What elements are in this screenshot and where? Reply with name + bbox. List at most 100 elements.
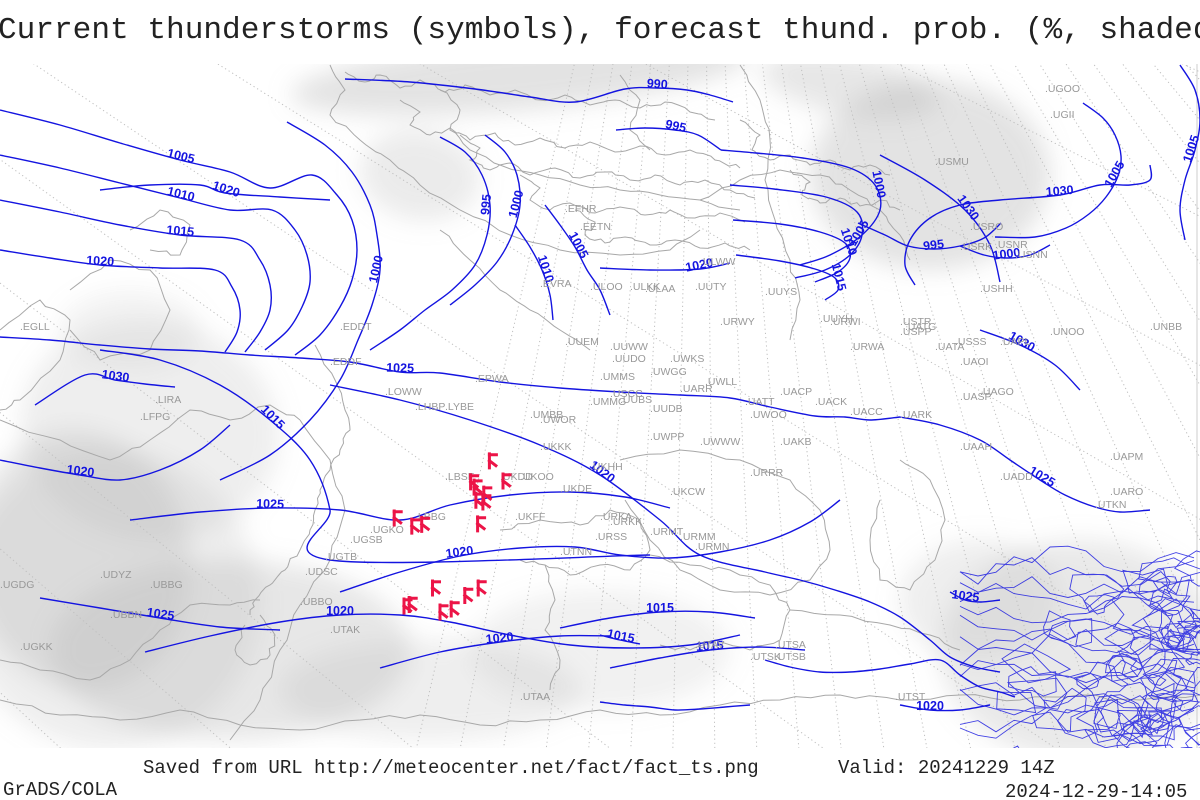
svg-text:.UATG: .UATG xyxy=(905,321,936,333)
svg-text:.EETN: .EETN xyxy=(580,221,611,233)
svg-text:995: 995 xyxy=(664,117,687,135)
svg-text:.UAKB: .UAKB xyxy=(780,436,812,448)
svg-text:.UKHH: .UKHH xyxy=(590,461,623,473)
svg-text:.UADD: .UADD xyxy=(1000,471,1033,483)
svg-text:.UWOO: .UWOO xyxy=(750,409,787,421)
svg-text:.UWOR: .UWOR xyxy=(540,414,577,426)
svg-text:.LFPG: .LFPG xyxy=(140,411,170,423)
svg-text:.EGLL: .EGLL xyxy=(20,321,50,333)
svg-text:.UGKK: .UGKK xyxy=(20,641,53,653)
svg-text:.UGII: .UGII xyxy=(1050,109,1075,121)
svg-text:.URSS: .URSS xyxy=(595,531,627,543)
svg-text:1005: 1005 xyxy=(166,146,196,166)
svg-text:.ULOO: .ULOO xyxy=(590,281,623,293)
svg-text:.EPWA: .EPWA xyxy=(475,373,508,385)
svg-text:.UACC: .UACC xyxy=(850,406,883,418)
svg-text:.ULKK: .ULKK xyxy=(630,281,660,293)
svg-text:.UAGO: .UAGO xyxy=(980,386,1014,398)
svg-text:.UDSC: .UDSC xyxy=(305,566,338,578)
svg-text:.UDYZ: .UDYZ xyxy=(100,569,132,581)
svg-text:995: 995 xyxy=(478,193,494,215)
svg-text:.UACP: .UACP xyxy=(780,386,812,398)
svg-text:.UUDB: .UUDB xyxy=(650,403,683,415)
svg-text:.UBBN: .UBBN xyxy=(110,609,142,621)
svg-text:.UNBB: .UNBB xyxy=(1150,321,1182,333)
svg-text:.UKKK: .UKKK xyxy=(540,441,572,453)
svg-text:.UACK: .UACK xyxy=(815,396,847,408)
svg-text:.UAAH: .UAAH xyxy=(960,441,992,453)
svg-text:.UARK: .UARK xyxy=(900,409,932,421)
svg-text:.LYBE: .LYBE xyxy=(445,401,474,413)
svg-text:.URKK: .URKK xyxy=(610,516,642,528)
svg-text:.UATT: .UATT xyxy=(745,396,775,408)
svg-text:.ULWW: .ULWW xyxy=(700,256,735,268)
svg-text:.UTAK: .UTAK xyxy=(330,624,360,636)
svg-text:.EDDF: .EDDF xyxy=(330,356,362,368)
svg-text:995: 995 xyxy=(922,237,944,253)
svg-text:.UTSA: .UTSA xyxy=(775,639,806,651)
svg-text:.UAPM: .UAPM xyxy=(1110,451,1143,463)
svg-text:.LHBP: .LHBP xyxy=(415,401,445,413)
svg-text:1000: 1000 xyxy=(366,254,386,284)
svg-text:.URMT: .URMT xyxy=(650,526,684,538)
svg-text:.EDDT: .EDDT xyxy=(340,321,372,333)
svg-text:1020: 1020 xyxy=(485,630,514,647)
svg-text:.UKDE: .UKDE xyxy=(560,483,592,495)
svg-text:.UGOO: .UGOO xyxy=(1045,83,1080,95)
svg-text:.UUDO: .UUDO xyxy=(612,353,646,365)
svg-text:.URWY: .URWY xyxy=(720,316,755,328)
svg-text:.UUTY: .UUTY xyxy=(695,281,727,293)
svg-text:1015: 1015 xyxy=(646,601,674,615)
svg-text:.UBBG: .UBBG xyxy=(150,579,183,591)
svg-text:.UARR: .UARR xyxy=(680,383,713,395)
svg-text:.UWPP: .UWPP xyxy=(650,431,684,443)
svg-text:.UTST: .UTST xyxy=(895,691,926,703)
svg-text:.UNOO: .UNOO xyxy=(1050,326,1084,338)
svg-text:.UTSK: .UTSK xyxy=(750,651,781,663)
svg-text:.UARO: .UARO xyxy=(1110,486,1143,498)
svg-text:.EFHR: .EFHR xyxy=(565,203,597,215)
svg-text:.UATA: .UATA xyxy=(935,341,964,353)
svg-text:1025: 1025 xyxy=(386,361,414,376)
svg-text:.EVRA: .EVRA xyxy=(540,278,572,290)
svg-text:.URWA: .URWA xyxy=(850,341,884,353)
svg-text:.LOWW: .LOWW xyxy=(385,386,422,398)
svg-text:.URMN: .URMN xyxy=(695,541,729,553)
svg-text:.UTAA: .UTAA xyxy=(520,691,550,703)
svg-text:1010: 1010 xyxy=(166,184,196,204)
svg-text:1025: 1025 xyxy=(256,497,284,512)
svg-text:1030: 1030 xyxy=(1045,183,1074,199)
svg-text:.UBBO: .UBBO xyxy=(300,596,333,608)
svg-text:.UGTB: .UGTB xyxy=(325,551,357,563)
svg-text:.USHH: .USHH xyxy=(980,283,1013,295)
svg-text:1020: 1020 xyxy=(86,253,115,268)
svg-text:1015: 1015 xyxy=(166,223,195,239)
svg-text:.USMU: .USMU xyxy=(935,156,969,168)
svg-text:.UTKN: .UTKN xyxy=(1095,499,1127,511)
svg-text:.URRR: .URRR xyxy=(750,467,784,479)
svg-text:.UAOI: .UAOI xyxy=(960,356,989,368)
svg-text:.UWGG: .UWGG xyxy=(650,366,687,378)
svg-text:.UWKS: .UWKS xyxy=(670,353,704,365)
svg-text:.URWI: .URWI xyxy=(830,316,861,328)
svg-text:1005: 1005 xyxy=(566,230,591,261)
svg-text:.USNN: .USNN xyxy=(1015,249,1048,261)
svg-text:.UAPL: .UAPL xyxy=(1000,336,1031,348)
svg-text:.UTNN: .UTNN xyxy=(560,546,592,558)
svg-text:.UTAV: .UTAV xyxy=(695,639,724,651)
svg-text:.UGDG: .UGDG xyxy=(0,579,34,591)
svg-text:.UGSB: .UGSB xyxy=(350,534,383,546)
svg-text:.USCC: .USCC xyxy=(610,388,643,400)
svg-text:.UWWW: .UWWW xyxy=(700,436,740,448)
svg-text:.UUYS: .UUYS xyxy=(765,286,797,298)
svg-text:.UUEM: .UUEM xyxy=(565,336,599,348)
svg-text:1020: 1020 xyxy=(445,543,474,561)
svg-text:990: 990 xyxy=(646,76,668,91)
svg-text:.UUWW: .UUWW xyxy=(610,341,648,353)
svg-text:.UKFF: .UKFF xyxy=(515,511,545,523)
svg-text:.LIRA: .LIRA xyxy=(155,394,181,406)
svg-text:.UKCW: .UKCW xyxy=(670,486,705,498)
svg-text:.USRK: .USRK xyxy=(960,241,992,253)
svg-text:1015: 1015 xyxy=(829,262,849,292)
svg-text:.UMMS: .UMMS xyxy=(600,371,635,383)
